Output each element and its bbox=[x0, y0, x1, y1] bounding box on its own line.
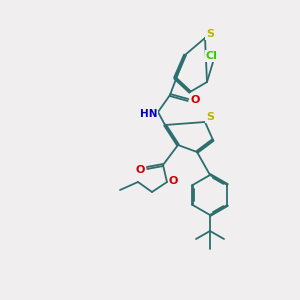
Text: S: S bbox=[206, 112, 214, 122]
Text: O: O bbox=[135, 165, 145, 175]
Text: Cl: Cl bbox=[205, 51, 217, 61]
Text: HN: HN bbox=[140, 109, 158, 119]
Text: O: O bbox=[168, 176, 178, 186]
Text: O: O bbox=[190, 95, 200, 105]
Text: S: S bbox=[206, 29, 214, 39]
